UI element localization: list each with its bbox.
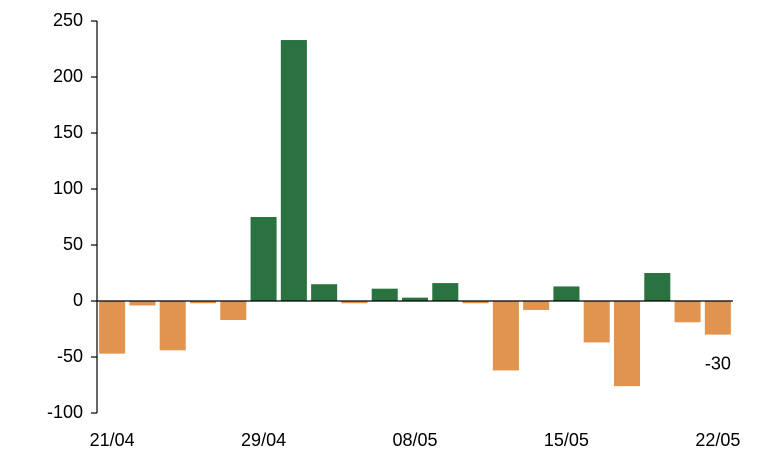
bar: [432, 283, 459, 301]
bar: [99, 301, 126, 354]
x-tick-label: 21/04: [90, 430, 135, 450]
bar: [129, 301, 156, 306]
bar: [462, 301, 489, 304]
x-tick-label: 29/04: [241, 430, 286, 450]
bar: [250, 217, 277, 301]
bar: [553, 286, 580, 301]
bar: [674, 301, 701, 323]
bar: [341, 301, 368, 304]
y-tick-label: 0: [73, 290, 83, 310]
bar: [644, 273, 671, 301]
y-tick-label: 150: [53, 122, 83, 142]
value-label: -30: [705, 353, 731, 373]
bar: [492, 301, 519, 371]
y-tick-label: 50: [63, 234, 83, 254]
bar: [523, 301, 550, 310]
y-tick-label: 250: [53, 10, 83, 30]
x-tick-label: 22/05: [695, 430, 740, 450]
bar: [159, 301, 186, 351]
bar: [220, 301, 247, 321]
bar: [613, 301, 641, 387]
x-tick-label: 15/05: [544, 430, 589, 450]
y-tick-label: 100: [53, 178, 83, 198]
bar: [189, 301, 217, 304]
y-tick-label: 200: [53, 66, 83, 86]
x-tick-label: 08/05: [392, 430, 437, 450]
bar: [583, 301, 610, 343]
bar: [311, 284, 338, 301]
bar: [280, 40, 307, 301]
bar: [401, 297, 429, 301]
bar: [371, 288, 398, 301]
y-tick-label: -50: [57, 346, 83, 366]
bar: [704, 301, 731, 335]
y-tick-label: -100: [47, 402, 83, 422]
